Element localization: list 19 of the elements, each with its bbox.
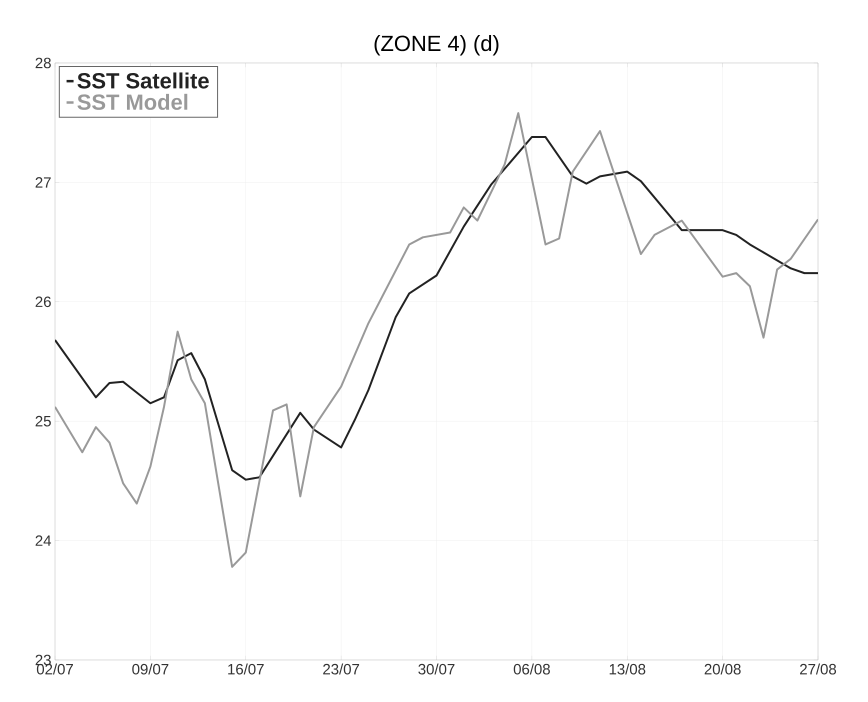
y-tick-label: 25 <box>36 416 51 426</box>
legend-label: SST Satellite <box>77 72 209 89</box>
x-tick-label: 16/07 <box>228 664 264 674</box>
line-series <box>55 136 818 481</box>
x-tick-label: 23/07 <box>323 664 360 674</box>
x-tick-label: 20/08 <box>704 664 741 674</box>
x-tick-label: 30/07 <box>418 664 454 674</box>
y-tick-label: 27 <box>36 177 51 188</box>
line-series <box>55 112 818 568</box>
x-tick-label: 13/08 <box>610 664 646 674</box>
legend-label: SST Model <box>77 94 188 110</box>
x-tick-label: 02/07 <box>36 664 73 674</box>
x-tick-label: 09/07 <box>132 664 168 674</box>
x-tick-label: 06/08 <box>514 664 550 674</box>
x-tick-label: 27/08 <box>800 664 836 674</box>
chart-title: (ZONE 4) (d) <box>374 35 498 56</box>
y-tick-label: 26 <box>36 296 51 308</box>
y-tick-label: 28 <box>36 58 51 68</box>
y-tick-label: 24 <box>36 535 52 546</box>
